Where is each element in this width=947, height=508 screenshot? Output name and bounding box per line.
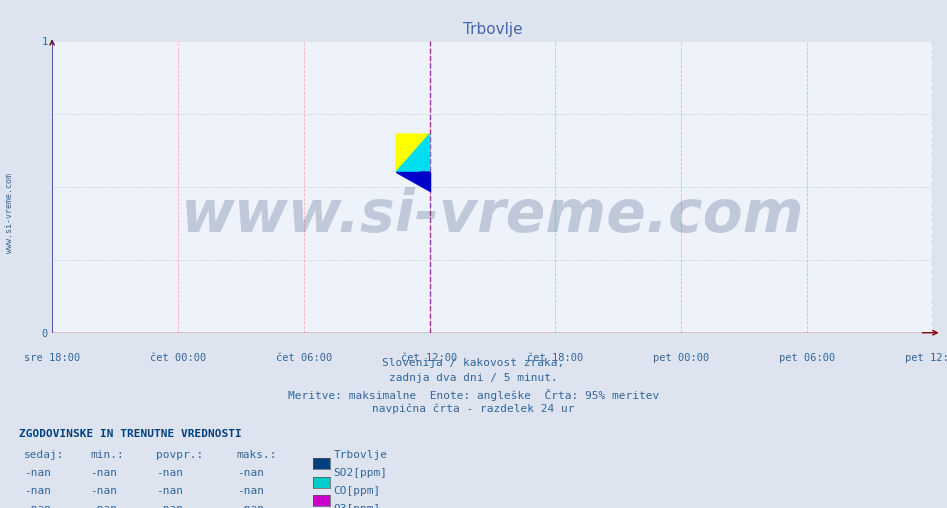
Text: čet 06:00: čet 06:00 — [276, 353, 331, 363]
Text: -nan: -nan — [156, 486, 184, 496]
Text: zadnja dva dni / 5 minut.: zadnja dva dni / 5 minut. — [389, 373, 558, 384]
Text: čet 12:00: čet 12:00 — [402, 353, 457, 363]
Text: min.:: min.: — [90, 450, 124, 460]
Polygon shape — [396, 134, 430, 172]
Text: -nan: -nan — [24, 468, 51, 478]
Text: navpična črta - razdelek 24 ur: navpična črta - razdelek 24 ur — [372, 404, 575, 415]
Text: čet 00:00: čet 00:00 — [150, 353, 206, 363]
Text: -nan: -nan — [90, 504, 117, 508]
Text: -nan: -nan — [156, 504, 184, 508]
Text: SO2[ppm]: SO2[ppm] — [333, 468, 387, 478]
Text: -nan: -nan — [237, 468, 264, 478]
Text: Slovenija / kakovost zraka,: Slovenija / kakovost zraka, — [383, 358, 564, 368]
Text: CO[ppm]: CO[ppm] — [333, 486, 381, 496]
Text: ZGODOVINSKE IN TRENUTNE VREDNOSTI: ZGODOVINSKE IN TRENUTNE VREDNOSTI — [19, 429, 241, 439]
Text: -nan: -nan — [24, 486, 51, 496]
Text: pet 06:00: pet 06:00 — [778, 353, 835, 363]
Text: sedaj:: sedaj: — [24, 450, 64, 460]
Polygon shape — [420, 172, 430, 189]
Text: www.si-vreme.com: www.si-vreme.com — [5, 173, 14, 253]
Text: Meritve: maksimalne  Enote: angleške  Črta: 95% meritev: Meritve: maksimalne Enote: angleške Črta… — [288, 389, 659, 401]
Text: pet 12:00: pet 12:00 — [904, 353, 947, 363]
Text: O3[ppm]: O3[ppm] — [333, 504, 381, 508]
Text: -nan: -nan — [90, 486, 117, 496]
Text: maks.:: maks.: — [237, 450, 277, 460]
Text: čet 18:00: čet 18:00 — [527, 353, 583, 363]
Text: povpr.:: povpr.: — [156, 450, 204, 460]
Text: -nan: -nan — [24, 504, 51, 508]
Text: pet 00:00: pet 00:00 — [653, 353, 709, 363]
Title: Trbovlje: Trbovlje — [463, 22, 522, 37]
Text: -nan: -nan — [237, 504, 264, 508]
Polygon shape — [396, 134, 430, 172]
Text: -nan: -nan — [156, 468, 184, 478]
Text: -nan: -nan — [237, 486, 264, 496]
Text: sre 18:00: sre 18:00 — [24, 353, 80, 363]
Text: www.si-vreme.com: www.si-vreme.com — [181, 187, 804, 244]
Text: Trbovlje: Trbovlje — [333, 450, 387, 460]
Text: -nan: -nan — [90, 468, 117, 478]
Polygon shape — [396, 172, 430, 191]
